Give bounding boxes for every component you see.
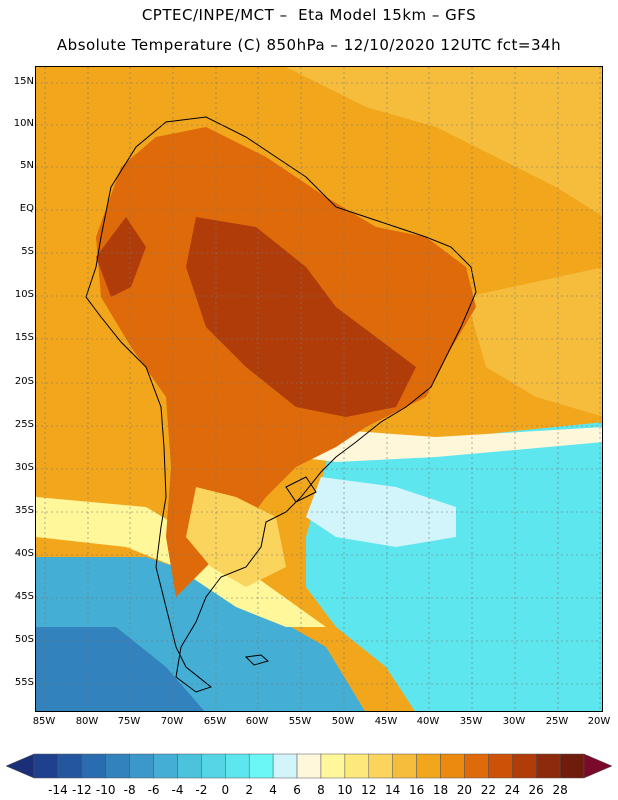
latitude-label: 40S [14,548,34,559]
colorbar-swatch [177,753,202,779]
colorbar-swatch [105,753,130,779]
colorbar-tick-label: 6 [293,783,301,797]
colorbar-tick-label: 18 [432,783,449,797]
latitude-label: 20S [14,376,34,387]
deep-cold-region [36,627,205,711]
latitude-label: 5N [20,160,34,171]
colorbar-swatch [272,753,298,779]
latitude-label: 15N [13,76,34,87]
colorbar-swatch [33,753,59,779]
longitude-label: 45W [374,716,398,727]
colorbar-swatch [57,753,83,779]
longitude-label: 40W [416,716,440,727]
colorbar-tick-label: 10 [337,783,353,797]
warm-ocean-region [286,67,602,216]
latitude-label: 50S [14,634,34,645]
colorbar-swatch [392,753,417,779]
colorbar-tick-label: 8 [317,783,325,797]
colorbar-swatch [559,753,585,779]
colorbar-tick-label: 16 [408,783,425,797]
colorbar-swatch [296,753,322,779]
colorbar-swatch [488,753,513,779]
latitude-label: 55S [14,677,34,688]
longitude-label: 65W [203,716,227,727]
longitude-label: 60W [245,716,269,727]
pale-band [296,427,602,462]
longitude-label: 55W [288,716,312,727]
latitude-label: 5S [21,246,34,257]
colorbar-swatch [464,753,489,779]
latitude-label: 25S [14,419,34,430]
latitude-label: 10N [13,118,34,129]
colorbar-tick-label: 24 [504,783,520,797]
colorbar-swatch [248,753,274,779]
colorbar-swatch [344,753,370,779]
longitude-label: 25W [545,716,569,727]
colorbar-swatch [512,753,537,779]
colorbar-tick-label: -2 [195,783,208,797]
latitude-label: 10S [14,289,34,300]
colorbar-tick-label: 28 [552,783,568,797]
colorbar-swatch [416,753,441,779]
colorbar [6,753,612,779]
colorbar-swatch [320,753,346,779]
colorbar-tick-label: -10 [95,783,116,797]
longitude-label: 20W [587,716,611,727]
longitude-label: 70W [160,716,184,727]
uruguay-lagoon [285,476,317,503]
colorbar-tick-label: 4 [269,783,277,797]
colorbar-tick-label: 2 [245,783,254,797]
colorbar-tick-label: -12 [72,783,92,797]
longitude-label: 75W [117,716,141,727]
colorbar-tick-label: 0 [221,783,230,797]
map-title: CPTEC/INPE/MCT – Eta Model 15km – GFS [141,6,477,24]
colorbar-tick-label: -6 [147,783,160,797]
colorbar-swatch [225,753,250,779]
colorbar-tick-label: 22 [480,783,496,797]
longitude-label: 50W [331,716,355,727]
latitude-label: 35S [14,505,34,516]
longitude-label: 35W [459,716,483,727]
colorbar-tick-label: -8 [123,783,136,797]
temperature-map [35,66,603,712]
colorbar-swatch [81,753,106,779]
colorbar-swatch [535,753,561,779]
longitude-label: 80W [75,716,99,727]
colorbar-tick-label: -14 [48,783,68,797]
latitude-label: 30S [14,462,34,473]
latitude-label: 45S [14,591,34,602]
colorbar-tick-label: 26 [528,783,544,797]
longitude-label: 30W [502,716,526,727]
colorbar-overflow-arrow [583,753,612,779]
latitude-label: 15S [14,332,34,343]
colorbar-swatch [129,753,154,779]
warm-ocean-region-east [466,267,602,417]
temperature-map-canvas [36,67,602,711]
colorbar-swatch [201,753,226,779]
colorbar-tick-label: 12 [361,783,377,797]
colorbar-swatch [368,753,393,779]
andes-core-region [96,217,146,297]
falkland-islands [244,654,270,666]
colorbar-underflow-arrow [6,753,35,779]
latitude-label: EQ [19,203,34,214]
colorbar-tick-label: 14 [385,783,401,797]
colorbar-tick-label: 20 [456,783,473,797]
longitude-label: 85W [32,716,56,727]
colorbar-tick-label: -4 [171,783,184,797]
map-subtitle: Absolute Temperature (C) 850hPa – 12/10/… [56,36,562,54]
colorbar-swatch [153,753,178,779]
colorbar-swatch [440,753,465,779]
south-america-coastline [85,116,477,693]
